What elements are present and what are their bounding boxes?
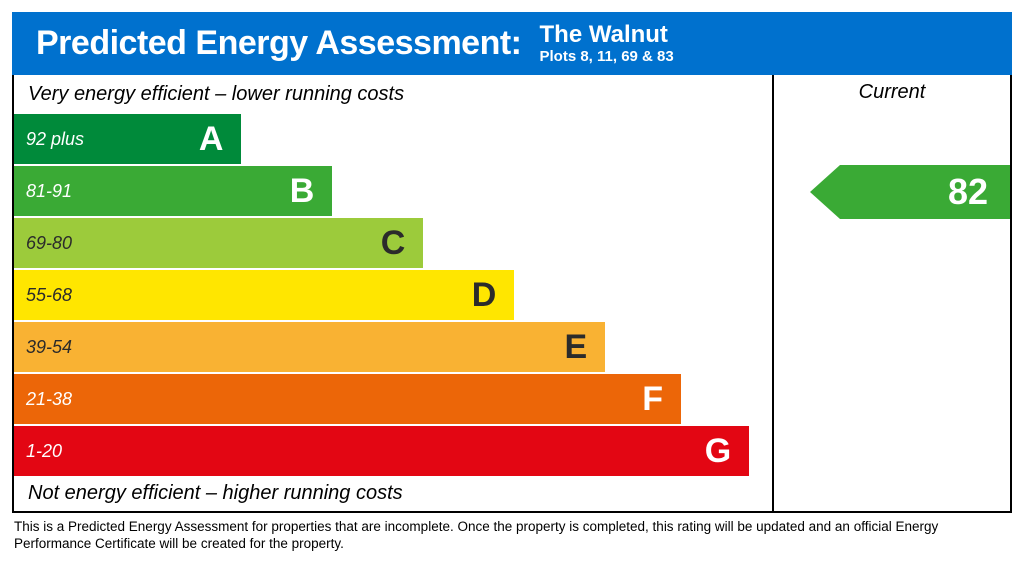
band-range-d: 55-68	[26, 285, 72, 306]
band-range-c: 69-80	[26, 233, 72, 254]
band-letter-d: D	[472, 276, 497, 315]
caption-inefficient: Not energy efficient – higher running co…	[14, 478, 772, 509]
band-letter-a: A	[199, 120, 224, 159]
band-row-c: 69-80 C	[14, 218, 772, 268]
disclaimer-text: This is a Predicted Energy Assessment fo…	[12, 513, 1012, 553]
band-row-b: 81-91 B	[14, 166, 772, 216]
header-title: Predicted Energy Assessment:	[36, 24, 522, 63]
current-value: 82	[948, 171, 988, 213]
band-bar-b: 81-91 B	[14, 166, 332, 216]
band-bar-d: 55-68 D	[14, 270, 514, 320]
band-row-f: 21-38 F	[14, 374, 772, 424]
current-pointer: 82	[810, 165, 1010, 219]
band-range-a: 92 plus	[26, 129, 84, 150]
band-range-e: 39-54	[26, 337, 72, 358]
band-letter-b: B	[290, 172, 315, 211]
header-plots: Plots 8, 11, 69 & 83	[540, 48, 674, 65]
band-row-e: 39-54 E	[14, 322, 772, 372]
band-row-g: 1-20 G	[14, 426, 772, 476]
current-column-label: Current	[774, 81, 1010, 110]
band-letter-g: G	[705, 432, 731, 471]
band-range-b: 81-91	[26, 181, 72, 202]
bands-panel: Very energy efficient – lower running co…	[14, 75, 774, 511]
current-panel: Current 82	[774, 75, 1010, 511]
band-row-d: 55-68 D	[14, 270, 772, 320]
header-bar: Predicted Energy Assessment: The Walnut …	[12, 12, 1012, 75]
header-property-block: The Walnut Plots 8, 11, 69 & 83	[540, 22, 674, 65]
band-bar-f: 21-38 F	[14, 374, 681, 424]
band-bar-g: 1-20 G	[14, 426, 749, 476]
chart-body: Very energy efficient – lower running co…	[12, 75, 1012, 513]
band-bar-e: 39-54 E	[14, 322, 605, 372]
band-letter-e: E	[565, 328, 588, 367]
band-range-f: 21-38	[26, 389, 72, 410]
band-letter-f: F	[642, 380, 663, 419]
band-letter-c: C	[381, 224, 406, 263]
band-row-a: 92 plus A	[14, 114, 772, 164]
header-property-name: The Walnut	[540, 22, 674, 48]
band-bar-c: 69-80 C	[14, 218, 423, 268]
band-range-g: 1-20	[26, 441, 62, 462]
band-bar-a: 92 plus A	[14, 114, 241, 164]
caption-efficient: Very energy efficient – lower running co…	[14, 81, 772, 112]
